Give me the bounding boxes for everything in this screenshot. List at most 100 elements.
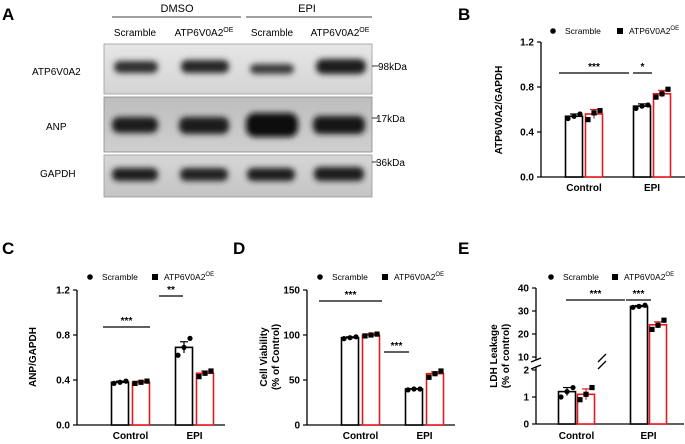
chart-e: Scramble ATP6V0A2OE 0 1 2 10 20 30 40 LDH Leakage…: [489, 272, 684, 442]
legend-marker-scramble: [550, 28, 556, 34]
data-point-oe: [585, 117, 591, 123]
data-point-oe: [374, 331, 380, 337]
data-point-scramble: [633, 105, 639, 111]
row-label-gapdh: GAPDH: [40, 169, 76, 180]
bar-oe: [131, 381, 151, 426]
data-point-scramble: [645, 102, 651, 108]
data-point-oe: [597, 108, 603, 114]
data-point-scramble: [417, 386, 423, 392]
bar-break-mark: [597, 353, 607, 363]
data-point-scramble: [558, 394, 564, 400]
bar-scramble: [632, 105, 652, 178]
data-point-oe: [583, 391, 589, 397]
data-point-oe: [655, 322, 661, 328]
data-point-oe: [661, 317, 667, 323]
bands-atp6v0a2: [114, 59, 366, 74]
data-point-scramble: [571, 113, 577, 119]
marker-36kda: 36kDa: [376, 158, 405, 169]
bar-scramble: [404, 388, 424, 426]
legend-label-oe: ATP6V0A2OE: [629, 26, 679, 36]
legend-label-oe: ATP6V0A2OE: [394, 272, 444, 282]
data-point-scramble: [570, 384, 576, 391]
data-point-scramble: [639, 103, 645, 109]
y-tick-label: 100: [283, 331, 300, 342]
data-point-scramble: [181, 344, 187, 350]
x-category-label: EPI: [416, 431, 432, 442]
data-point-scramble: [564, 389, 570, 395]
data-point-scramble: [353, 334, 359, 340]
lane-label-3: Scramble: [251, 28, 294, 39]
data-point-scramble: [411, 386, 417, 392]
legend-label-oe: ATP6V0A2OE: [164, 272, 214, 282]
data-point-oe: [589, 384, 595, 391]
data-point-oe: [591, 110, 597, 116]
y-axis-label: ANP/GAPDH: [28, 327, 39, 387]
row-label-atp6v0a2: ATP6V0A2: [32, 67, 81, 78]
bar-oe: [195, 372, 215, 426]
y-axis-label: ATP6V0A2/GAPDH: [494, 66, 505, 155]
data-point-oe: [659, 91, 665, 97]
panel-letter-d: D: [233, 239, 245, 258]
data-point-oe: [208, 368, 214, 374]
panel-letter-c: C: [2, 239, 14, 258]
legend-marker-scramble: [317, 274, 323, 280]
marker-17kda: 17kDa: [376, 114, 405, 125]
bands-anp: [112, 113, 365, 137]
y-tick-label: 0.8: [520, 83, 534, 94]
y-tick-label: 10: [518, 353, 530, 364]
bar-scramble: [564, 115, 584, 178]
chart-c: Scramble ATP6V0A2OE 0.0 0.4 0.8 1.2 ANP/GAPDH *…: [28, 272, 225, 442]
data-point-oe: [438, 368, 444, 374]
y-tick-label: 0.4: [56, 376, 70, 387]
panel-letter-b: B: [458, 5, 470, 24]
data-point-oe: [196, 374, 202, 380]
significance-label: ***: [391, 341, 403, 352]
significance-label: *: [641, 62, 645, 73]
bar-scramble: [340, 336, 360, 426]
y-tick-label: 20: [518, 330, 530, 341]
data-point-oe: [653, 94, 659, 100]
legend-marker-oe: [382, 274, 388, 280]
y-tick-label: 1.2: [56, 286, 70, 297]
legend-marker-oe: [612, 274, 618, 280]
data-point-scramble: [111, 380, 117, 386]
legend-marker-scramble: [548, 274, 554, 280]
data-point-scramble: [577, 111, 583, 117]
x-category-label: Control: [113, 431, 149, 442]
western-blot: DMSO EPI Scramble ATP6V0A2OE Scramble AT…: [32, 3, 407, 198]
x-category-label: EPI: [186, 431, 202, 442]
x-category-label: EPI: [644, 183, 660, 194]
data-point-scramble: [642, 302, 648, 308]
bar-oe: [361, 334, 381, 426]
data-point-scramble: [117, 379, 123, 385]
data-point-scramble: [405, 387, 411, 393]
y-tick-label: 0.4: [520, 128, 534, 139]
bar-oe: [584, 113, 604, 178]
data-point-oe: [132, 380, 138, 386]
legend-label-scramble: Scramble: [332, 272, 368, 282]
significance-label: ***: [633, 289, 645, 300]
panel-letter-a: A: [2, 5, 14, 24]
lane-label-4: ATP6V0A2OE: [311, 27, 370, 39]
x-category-label: Control: [559, 431, 595, 442]
bar-oe: [425, 372, 445, 426]
legend-label-oe: ATP6V0A2OE: [624, 272, 674, 282]
y-tick-label: 0: [523, 420, 529, 431]
data-point-oe: [202, 370, 208, 376]
lane-label-1: Scramble: [114, 28, 157, 39]
chart-d: Scramble ATP6V0A2OE 0 50 100 150 Cell Viabilit…: [259, 272, 455, 442]
significance-label: ***: [590, 289, 602, 300]
data-point-oe: [362, 333, 368, 339]
bar-oe: [652, 92, 672, 178]
data-point-oe: [138, 379, 144, 385]
data-point-scramble: [347, 335, 353, 341]
legend-marker-oe: [617, 28, 623, 34]
bands-gapdh: [112, 167, 364, 181]
row-label-anp: ANP: [46, 122, 67, 133]
legend-label-scramble: Scramble: [102, 272, 138, 282]
significance-label: ***: [121, 316, 133, 327]
legend-label-scramble: Scramble: [565, 26, 601, 36]
y-tick-label: 1: [523, 393, 529, 404]
data-point-scramble: [187, 335, 193, 341]
y-tick-label: 2: [523, 366, 529, 377]
